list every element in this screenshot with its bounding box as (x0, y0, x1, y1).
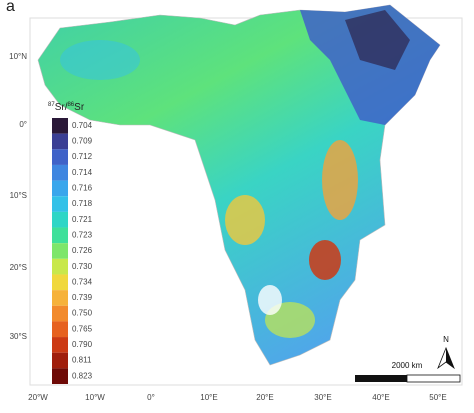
legend-swatch (52, 164, 68, 181)
x-axis-label: 10°E (200, 393, 217, 402)
legend-swatch (52, 196, 68, 212)
legend-swatch (52, 180, 68, 197)
x-axis-label: 0° (147, 393, 155, 402)
y-axis-label: 30°S (10, 332, 27, 341)
scale-bar-label: 2000 km (392, 361, 423, 370)
legend-label: 0.730 (72, 262, 93, 271)
north-label: N (443, 335, 449, 344)
legend: 0.704 0.709 0.712 0.714 0.716 0.718 0.721 0.723… (52, 118, 93, 384)
x-axis-label: 30°E (314, 393, 331, 402)
y-axis-label: 20°S (10, 263, 27, 272)
legend-label: 0.718 (72, 199, 93, 208)
y-axis-label: 10°S (10, 191, 27, 200)
legend-swatch (52, 352, 68, 369)
legend-label: 0.709 (72, 137, 93, 146)
land (37, 4, 441, 366)
x-axis-label: 20°E (256, 393, 273, 402)
legend-swatch (52, 149, 68, 165)
legend-title-sup: 87 (48, 102, 55, 108)
north-arrow-half (446, 348, 454, 368)
legend-label: 0.790 (72, 340, 93, 349)
legend-label: 0.750 (72, 309, 93, 318)
legend-title-sup: 86 (67, 102, 74, 108)
legend-title: 87Sr/86Sr (48, 102, 85, 113)
y-axis-label: 10°N (9, 52, 27, 61)
legend-title-text: Sr (74, 102, 85, 113)
legend-swatch (52, 258, 68, 275)
legend-swatch (52, 243, 68, 259)
y-axis-label: 0° (19, 120, 27, 129)
legend-label: 0.723 (72, 230, 93, 239)
legend-label: 0.721 (72, 215, 93, 224)
legend-swatch (52, 118, 68, 134)
legend-swatch (52, 227, 68, 244)
scale-bar-black (355, 375, 407, 382)
x-axis-label: 50°E (429, 393, 446, 402)
legend-swatch (52, 274, 68, 291)
x-axis-label: 10°W (85, 393, 105, 402)
legend-label: 0.712 (72, 152, 93, 161)
legend-label: 0.765 (72, 324, 93, 333)
legend-swatch (52, 337, 68, 353)
legend-label: 0.704 (72, 121, 93, 130)
legend-label: 0.739 (72, 293, 93, 302)
legend-swatch (52, 290, 68, 306)
legend-label: 0.726 (72, 246, 93, 255)
scale-bar-white (406, 374, 461, 383)
x-axis-label: 40°E (372, 393, 389, 402)
x-axis-label: 20°W (28, 393, 48, 402)
legend-swatch (52, 211, 68, 228)
legend-label: 0.734 (72, 277, 93, 286)
legend-label: 0.714 (72, 168, 93, 177)
legend-swatch (52, 321, 68, 338)
legend-swatch (52, 368, 68, 384)
legend-label: 0.811 (72, 356, 92, 365)
legend-label: 0.823 (72, 371, 93, 380)
axes: 10°N 0° 10°S 20°S 30°S 20°W 10°W 0° 10°E 20°E 30°E… (9, 52, 447, 402)
legend-title-text: Sr/ (55, 102, 68, 113)
legend-swatch (52, 305, 68, 322)
legend-label: 0.716 (72, 184, 93, 193)
panel-label: a (6, 0, 15, 15)
legend-swatch (52, 133, 68, 150)
